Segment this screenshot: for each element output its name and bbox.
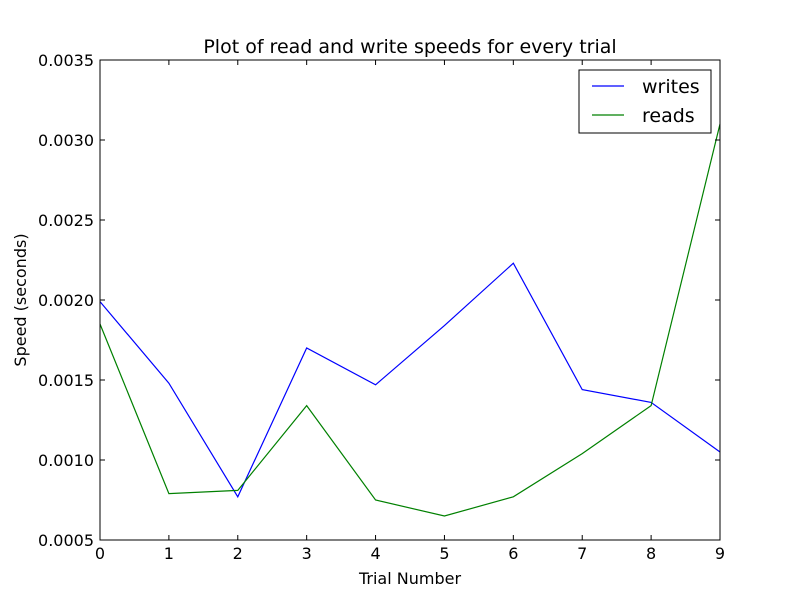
x-tick-label: 5 (439, 544, 449, 563)
x-tick-label: 2 (233, 544, 243, 563)
x-tick-label: 3 (302, 544, 312, 563)
series-line-writes (99, 262, 721, 499)
y-tick-label: 0.0025 (38, 211, 94, 230)
y-tick-label: 0.0020 (38, 291, 94, 310)
y-tick-label: 0.0005 (38, 531, 94, 550)
plot-area-frame (99, 59, 721, 541)
x-tick-label: 6 (508, 544, 518, 563)
legend-label-writes: writes (642, 76, 700, 98)
x-tick-label: 8 (646, 544, 656, 563)
chart-title: Plot of read and write speeds for every … (203, 36, 616, 58)
ticks-layer: 0 1 2 3 4 5 6 7 8 9 0.0005 0.0010 0.0015 0.0020 0.0025… (38, 51, 725, 563)
legend-label-reads: reads (642, 105, 695, 127)
legend-frame (578, 69, 712, 134)
x-axis-label: Trial Number (358, 569, 461, 588)
x-tick-label: 9 (715, 544, 725, 563)
y-tick-label: 0.0010 (38, 451, 94, 470)
legend: writes reads (578, 69, 712, 134)
y-axis-label: Speed (seconds) (11, 233, 30, 366)
x-tick-label: 7 (577, 544, 587, 563)
x-tick-label: 0 (95, 544, 105, 563)
y-tick-label: 0.0030 (38, 131, 94, 150)
y-tick-label: 0.0035 (38, 51, 94, 70)
x-tick-label: 4 (370, 544, 380, 563)
y-tick-label: 0.0015 (38, 371, 94, 390)
x-tick-label: 1 (164, 544, 174, 563)
series-layer (99, 123, 721, 517)
series-line-reads (99, 123, 721, 517)
